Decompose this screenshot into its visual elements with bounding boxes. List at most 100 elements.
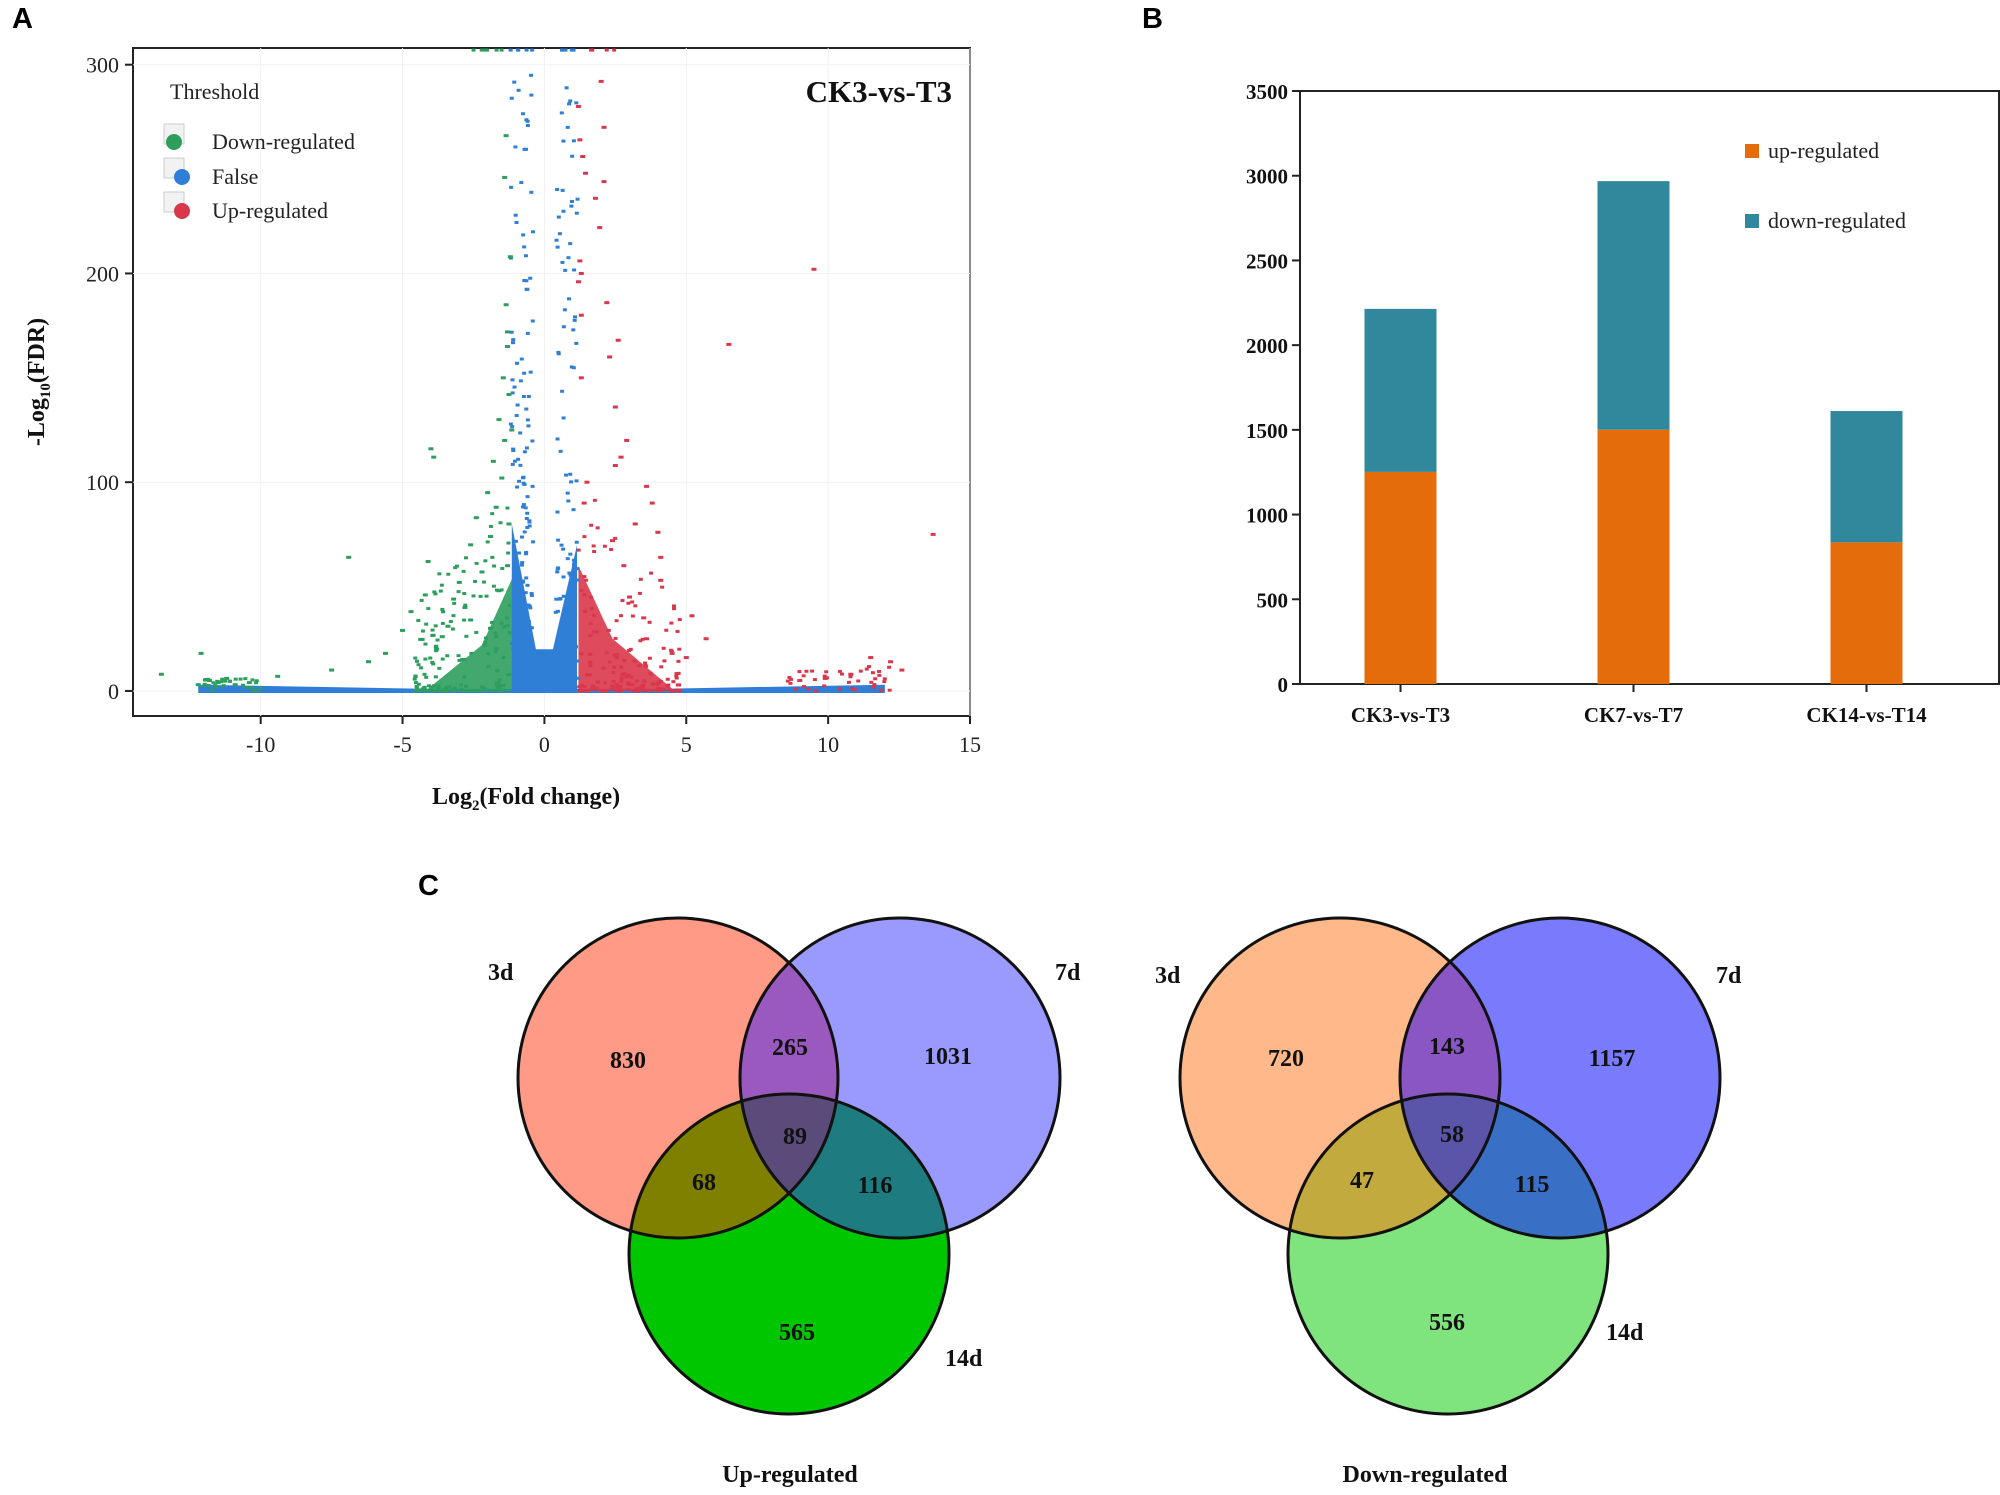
venn-up-3d-14d: 68 [692,1170,716,1196]
false-point [569,204,574,208]
down-point [467,689,472,693]
volcano-point-up-regulated [578,376,584,380]
up-point [802,685,807,689]
down-point [445,654,450,658]
volcano-point-down-regulated [506,393,512,397]
false-point [510,391,515,395]
down-point [462,657,467,661]
down-point [463,603,468,607]
volcano-point-down-regulated [505,345,511,349]
down-point [451,688,456,692]
venn-up-only-7d: 1031 [924,1044,972,1070]
false-point [516,88,521,92]
up-point [611,679,616,683]
down-point [473,688,478,692]
up-point [613,536,618,540]
false-point [521,632,526,636]
volcano-point-down-regulated [473,516,479,520]
clipped-point [516,48,521,52]
up-point [644,664,649,668]
bar-y-tick-label: 500 [1257,588,1289,612]
down-point [458,683,463,687]
down-point [426,684,431,688]
volcano-points [158,79,936,687]
false-point [568,630,573,634]
false-point [524,576,529,580]
up-point [824,670,829,674]
venn-up-7d-14d: 116 [858,1173,893,1199]
up-point [633,604,638,608]
false-point [526,603,531,607]
up-point [643,661,648,665]
down-point [501,688,506,692]
panel-label-c: C [418,870,439,902]
false-point [572,669,577,673]
volcano-point-down-regulated [232,683,238,687]
false-point [558,449,563,453]
up-point [661,688,666,692]
volcano-point-down-regulated [502,175,508,179]
down-point [473,579,478,583]
false-point [520,505,525,509]
false-point [512,556,517,560]
up-point [618,614,623,618]
false-point [524,686,529,690]
up-point [649,672,654,676]
false-point [527,669,532,673]
down-point [254,681,259,685]
up-point [600,689,605,693]
up-point [592,498,597,502]
up-point [613,636,618,640]
false-point [567,102,572,106]
volcano-point-up-regulated [649,501,655,505]
false-point [557,232,562,236]
down-point [413,674,418,678]
up-point [850,687,855,691]
down-point [498,521,503,525]
volcano-x-axis-label: Log2(Fold change) [432,784,620,814]
up-point [877,669,882,673]
false-point [566,256,571,260]
down-point [488,524,493,528]
down-point [254,679,259,683]
up-point [615,653,620,657]
false-point [529,73,534,77]
down-point [457,658,462,662]
up-point [603,681,608,685]
volcano-point-down-regulated [509,428,515,432]
false-point [514,666,519,670]
down-point [423,642,428,646]
up-point [644,688,649,692]
up-point [664,628,669,632]
false-point [523,679,528,683]
volcano-point-down-regulated [502,438,508,442]
false-point [574,341,579,345]
false-point [527,520,532,524]
down-point [454,564,459,568]
down-point [501,683,506,687]
down-point [440,621,445,625]
up-point [677,618,682,622]
false-point [524,446,529,450]
volcano-point-up-regulated [578,313,584,317]
volcano-point-down-regulated [485,491,491,495]
up-point [797,670,802,674]
down-point [483,688,488,692]
bar-legend: up-regulated down-regulated [1745,138,1906,233]
venn-down-7d-14d: 115 [1515,1172,1550,1198]
down-point [415,689,420,693]
up-point [887,688,892,692]
false-point [525,287,530,291]
volcano-point-up-regulated [610,539,616,543]
volcano-point-up-regulated [601,180,607,184]
up-point [665,677,670,681]
volcano-point-down-regulated [431,455,437,459]
down-point [440,607,445,611]
down-point [202,682,207,686]
venn-up-outline-7d [738,916,1062,1240]
down-point [445,685,450,689]
legend-marker-up [174,203,190,219]
volcano-point-down-regulated [445,624,451,628]
down-point [419,666,424,670]
